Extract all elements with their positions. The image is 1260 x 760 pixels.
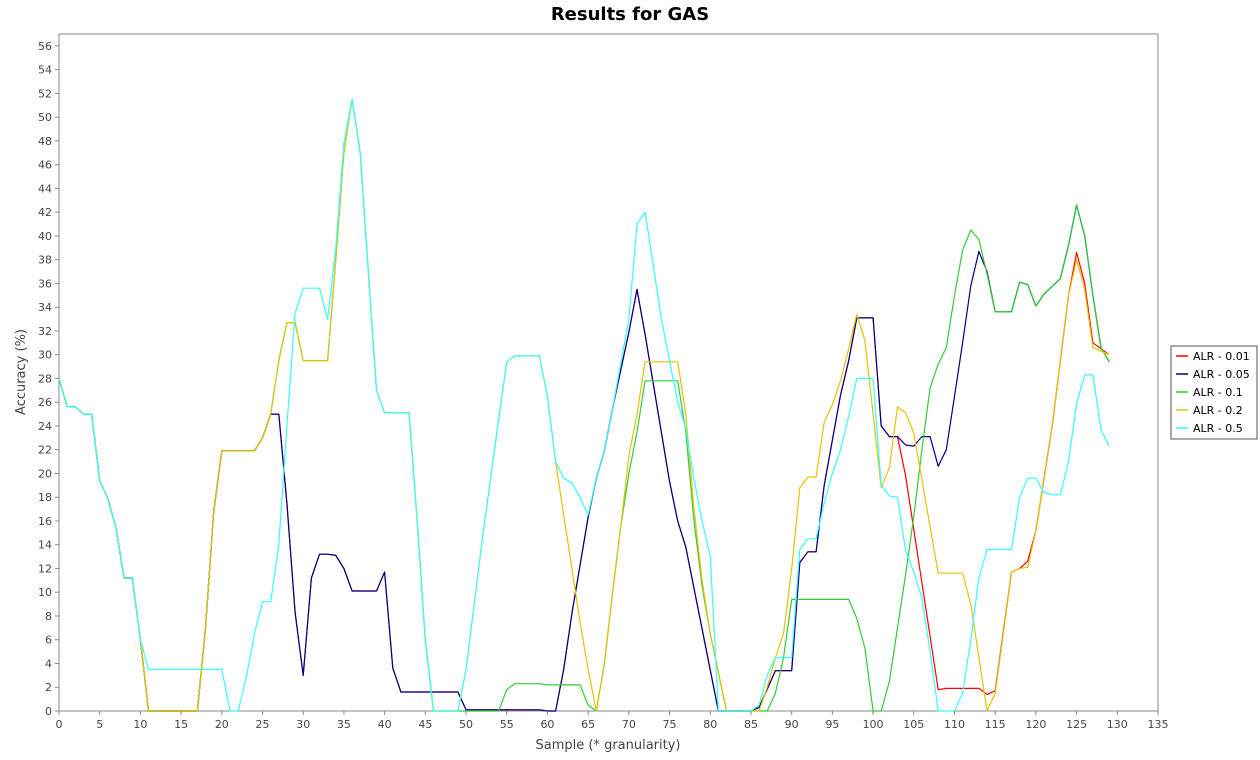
x-tick-label: 40 <box>378 718 392 731</box>
plot-area <box>58 33 1159 712</box>
y-tick-label: 12 <box>38 562 52 575</box>
x-tick-label: 115 <box>985 718 1006 731</box>
x-tick-label: 0 <box>56 718 63 731</box>
y-tick-label: 0 <box>45 705 52 718</box>
y-tick-label: 44 <box>38 182 52 195</box>
y-tick-label: 46 <box>38 159 52 172</box>
y-tick-label: 36 <box>38 277 52 290</box>
x-tick-label: 45 <box>418 718 432 731</box>
y-tick-label: 54 <box>38 64 52 77</box>
y-tick-label: 2 <box>45 681 52 694</box>
x-tick-label: 95 <box>825 718 839 731</box>
series-line-4 <box>58 98 1110 712</box>
x-tick-label: 75 <box>663 718 677 731</box>
x-tick-label: 50 <box>459 718 473 731</box>
chart-title: Results for GAS <box>551 4 709 25</box>
y-tick-label: 42 <box>38 206 52 219</box>
y-axis: 0246810121416182022242628303234363840424… <box>38 40 59 718</box>
y-tick-label: 52 <box>38 87 52 100</box>
series-line-3 <box>58 98 1110 712</box>
y-axis-label: Accuracy (%) <box>14 329 29 415</box>
x-tick-label: 85 <box>744 718 758 731</box>
y-tick-label: 38 <box>38 254 52 267</box>
legend-entry: ALR - 0.05 <box>1193 368 1250 381</box>
x-tick-label: 80 <box>703 718 717 731</box>
x-tick-label: 5 <box>96 718 103 731</box>
x-tick-label: 10 <box>133 718 147 731</box>
x-tick-label: 35 <box>337 718 351 731</box>
y-tick-label: 32 <box>38 325 52 338</box>
y-tick-label: 16 <box>38 515 52 528</box>
x-tick-label: 110 <box>944 718 965 731</box>
x-tick-label: 105 <box>903 718 924 731</box>
x-tick-label: 90 <box>785 718 799 731</box>
x-axis-label: Sample (* granularity) <box>535 738 680 753</box>
x-tick-label: 25 <box>256 718 270 731</box>
y-tick-label: 40 <box>38 230 52 243</box>
y-tick-label: 34 <box>38 301 52 314</box>
legend-entry: ALR - 0.01 <box>1193 350 1250 363</box>
legend-entry: ALR - 0.2 <box>1193 404 1243 417</box>
x-tick-label: 130 <box>1107 718 1128 731</box>
x-tick-label: 15 <box>174 718 188 731</box>
y-tick-label: 20 <box>38 467 52 480</box>
x-tick-label: 55 <box>500 718 514 731</box>
x-tick-label: 120 <box>1025 718 1046 731</box>
x-tick-label: 30 <box>296 718 310 731</box>
y-tick-label: 6 <box>45 634 52 647</box>
x-tick-label: 135 <box>1148 718 1169 731</box>
legend: ALR - 0.01 ALR - 0.05 ALR - 0.1 ALR - 0.2 AL… <box>1170 345 1258 440</box>
x-tick-label: 65 <box>581 718 595 731</box>
y-tick-label: 50 <box>38 111 52 124</box>
y-tick-label: 14 <box>38 539 52 552</box>
y-tick-label: 8 <box>45 610 52 623</box>
x-tick-label: 70 <box>622 718 636 731</box>
y-tick-label: 4 <box>45 657 52 670</box>
y-tick-label: 24 <box>38 420 52 433</box>
legend-entry: ALR - 0.5 <box>1193 422 1243 435</box>
y-tick-label: 28 <box>38 372 52 385</box>
y-tick-label: 10 <box>38 586 52 599</box>
y-tick-label: 48 <box>38 135 52 148</box>
x-tick-label: 20 <box>215 718 229 731</box>
y-tick-label: 26 <box>38 396 52 409</box>
y-tick-label: 18 <box>38 491 52 504</box>
y-tick-label: 30 <box>38 349 52 362</box>
legend-entry: ALR - 0.1 <box>1193 386 1243 399</box>
y-tick-label: 22 <box>38 444 52 457</box>
x-axis: 0 5 10 15 20 25 30 35 40 45 50 55 60 65 70 75 80 85 90 95 10… <box>56 711 1169 731</box>
x-tick-label: 100 <box>863 718 884 731</box>
series-group <box>58 98 1110 712</box>
x-tick-label: 125 <box>1066 718 1087 731</box>
y-tick-label: 56 <box>38 40 52 53</box>
x-tick-label: 60 <box>540 718 554 731</box>
